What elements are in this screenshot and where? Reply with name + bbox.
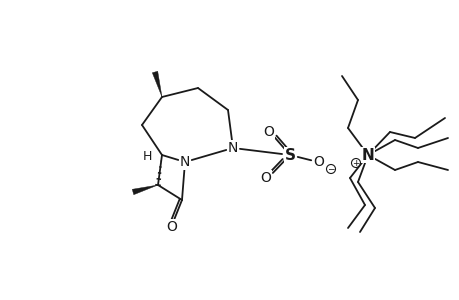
Text: S: S [284, 148, 295, 163]
Text: N: N [361, 148, 374, 163]
Text: −: − [326, 164, 334, 173]
Text: O: O [313, 155, 324, 169]
Polygon shape [132, 185, 157, 195]
Polygon shape [152, 71, 162, 97]
Text: O: O [263, 125, 274, 139]
Text: O: O [166, 220, 177, 234]
Text: N: N [179, 155, 190, 169]
Text: O: O [260, 171, 271, 185]
Text: H: H [142, 151, 151, 164]
Text: +: + [352, 158, 359, 167]
Text: N: N [227, 141, 238, 155]
